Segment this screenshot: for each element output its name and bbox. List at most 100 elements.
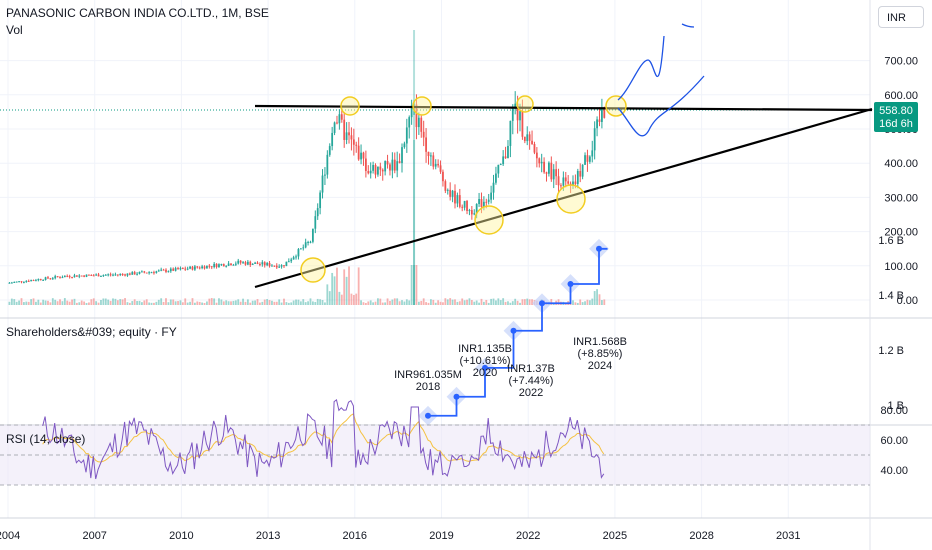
- candle-body: [386, 161, 389, 165]
- candle-body: [355, 144, 358, 146]
- volume-bar: [391, 299, 394, 305]
- volume-bar: [25, 301, 28, 305]
- volume-bar: [362, 302, 365, 305]
- candle-body: [437, 163, 440, 166]
- volume-bar: [201, 302, 204, 305]
- candle-body: [552, 169, 555, 180]
- candle-body: [297, 249, 300, 257]
- volume-bar: [18, 300, 20, 305]
- volume-bar: [495, 300, 497, 305]
- volume-bar: [275, 301, 278, 305]
- volume-bar: [550, 298, 553, 305]
- volume-bar: [297, 299, 300, 305]
- volume-bar: [355, 293, 358, 305]
- shareholders-title[interactable]: Shareholders&#039; equity · FY: [6, 325, 177, 339]
- candle-body: [377, 166, 379, 175]
- candle-body: [18, 281, 20, 283]
- candle-body: [466, 200, 468, 211]
- volume-bar: [157, 299, 160, 305]
- equity-annotation: INR961.035M: [394, 369, 462, 381]
- volume-bar: [263, 299, 266, 305]
- volume-bar: [198, 301, 201, 305]
- candle-body: [598, 119, 601, 122]
- volume-bar: [49, 302, 52, 305]
- candle-body: [278, 266, 281, 268]
- candle-body: [80, 275, 83, 277]
- volume-bar: [442, 302, 444, 305]
- volume-bar: [302, 299, 305, 305]
- candle-body: [432, 155, 435, 167]
- rsi-title[interactable]: RSI (14, close): [6, 432, 86, 446]
- candle-body: [8, 282, 11, 284]
- drawings: [254, 23, 873, 289]
- volume-bar: [59, 299, 61, 305]
- volume-bar: [160, 298, 163, 305]
- candle-body: [85, 274, 88, 277]
- candle-body: [244, 262, 247, 265]
- candle-body: [126, 273, 129, 276]
- volume-bar: [292, 300, 295, 305]
- candle-body: [222, 264, 225, 267]
- candle-body: [446, 189, 449, 191]
- volume-bar: [430, 299, 432, 305]
- volume-bar: [68, 301, 71, 305]
- candle-body: [369, 170, 372, 174]
- volume-bar: [364, 302, 367, 305]
- volume-bar: [309, 298, 312, 305]
- volume-bar: [492, 298, 495, 305]
- volume-bar: [497, 298, 500, 305]
- volume-bar: [44, 300, 47, 305]
- candle-body: [73, 275, 76, 278]
- price-tick: 200.00: [884, 227, 918, 239]
- volume-bar: [54, 299, 57, 305]
- volume-bar: [386, 298, 389, 305]
- volume-bar: [222, 301, 225, 305]
- volume-bar: [90, 299, 93, 305]
- candle-body: [285, 261, 288, 267]
- symbol-title[interactable]: PANASONIC CARBON INDIA CO.LTD., 1M, BSE: [6, 6, 269, 20]
- candle-body: [470, 210, 473, 215]
- candle-body: [30, 280, 33, 282]
- candle-body: [444, 181, 447, 191]
- volume-bar: [422, 298, 425, 305]
- candle-body: [458, 195, 461, 207]
- volume-bar: [377, 298, 379, 305]
- volume-bar: [600, 300, 603, 305]
- volume-bar: [119, 299, 122, 305]
- candle-body: [114, 274, 117, 276]
- candle-body: [181, 268, 184, 270]
- time-tick: 2022: [516, 530, 540, 542]
- candle-body: [133, 272, 136, 275]
- volume-bar: [133, 299, 136, 305]
- candle-body: [403, 143, 406, 148]
- candle-body: [531, 140, 533, 144]
- candle-body: [478, 199, 480, 204]
- candle-body: [562, 177, 565, 186]
- candle-body: [574, 181, 577, 184]
- candle-body: [374, 164, 377, 175]
- candle-body: [519, 111, 521, 121]
- volume-bar: [124, 298, 126, 305]
- candle-body: [172, 268, 175, 271]
- price-tick: 400.00: [884, 158, 918, 170]
- volume-bar: [278, 299, 281, 305]
- projection-path-alt: [617, 75, 705, 137]
- candle-body: [242, 262, 244, 264]
- volume-bar: [307, 301, 309, 305]
- candle-body: [153, 272, 155, 274]
- candle-body: [54, 276, 57, 279]
- candle-body: [143, 271, 146, 273]
- candle-body: [141, 271, 143, 273]
- candle-body: [340, 114, 343, 120]
- candle-body: [381, 169, 384, 172]
- candle-body: [92, 275, 95, 277]
- equity-tick: 1.6 B: [878, 235, 904, 247]
- volume-bar: [596, 289, 598, 305]
- volume-bar: [145, 299, 148, 305]
- candle-body: [345, 132, 348, 140]
- currency-button[interactable]: INR: [878, 6, 924, 28]
- candle-body: [463, 200, 466, 208]
- candle-body: [442, 171, 444, 182]
